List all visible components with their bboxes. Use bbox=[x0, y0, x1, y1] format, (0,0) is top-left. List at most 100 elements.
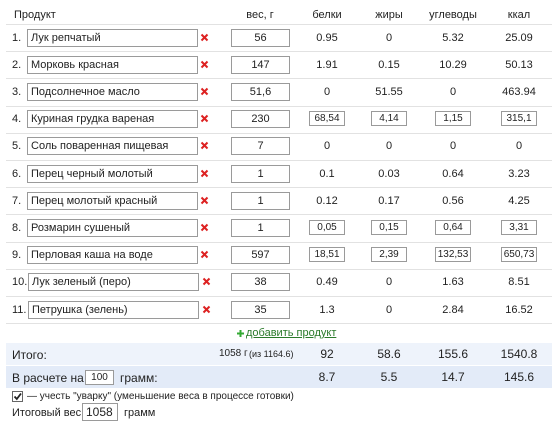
totals-kcal: 1540.8 bbox=[500, 347, 538, 361]
product-name-input[interactable]: Соль поваренная пищевая bbox=[27, 137, 198, 156]
final-weight-input[interactable]: 1058 bbox=[82, 403, 118, 421]
kcal-input[interactable]: 315,1 bbox=[501, 111, 537, 127]
protein-value: 0 bbox=[323, 86, 331, 98]
weight-input[interactable]: 230 bbox=[231, 110, 290, 129]
final-weight-label: Итоговый вес: bbox=[12, 407, 85, 419]
fat-input[interactable]: 4,14 bbox=[371, 111, 407, 127]
product-name-input[interactable]: Куриная грудка вареная bbox=[27, 110, 198, 129]
row-number: 8. bbox=[12, 222, 22, 234]
carbs-value: 0.56 bbox=[442, 194, 464, 207]
fat-value: 0.17 bbox=[378, 194, 400, 207]
product-name-input[interactable]: Морковь красная bbox=[27, 55, 198, 74]
row-number: 11. bbox=[12, 303, 27, 316]
kcal-input[interactable]: 3,31 bbox=[501, 220, 537, 235]
cross-icon bbox=[200, 87, 209, 96]
cross-icon bbox=[200, 33, 209, 41]
per-label: В расчете на bbox=[12, 371, 84, 385]
kcal-value: 8.51 bbox=[508, 276, 530, 289]
fat-value: 0 bbox=[385, 31, 393, 44]
carbs-value: 10.29 bbox=[439, 58, 467, 71]
carbs-input[interactable]: 0,64 bbox=[435, 220, 471, 235]
row-line bbox=[6, 160, 552, 161]
column-header: белки bbox=[312, 9, 342, 21]
add-icon bbox=[236, 329, 245, 338]
remove-button[interactable] bbox=[200, 250, 209, 259]
cross-icon bbox=[200, 60, 209, 69]
weight-input[interactable]: 7 bbox=[231, 137, 290, 156]
add-product-link[interactable]: добавить продукт bbox=[246, 327, 337, 340]
carbs-input[interactable]: 1,15 bbox=[435, 111, 471, 127]
kcal-input[interactable]: 650,73 bbox=[501, 247, 537, 263]
row-number: 10. bbox=[12, 276, 28, 289]
product-name-input[interactable]: Перловая каша на воде bbox=[27, 246, 198, 265]
weight-input[interactable]: 51,6 bbox=[231, 83, 290, 101]
remove-button[interactable] bbox=[200, 114, 209, 123]
protein-value: 0.95 bbox=[316, 31, 338, 44]
remove-button[interactable] bbox=[200, 223, 209, 232]
remove-button[interactable] bbox=[200, 33, 209, 42]
fat-value: 0.15 bbox=[378, 58, 400, 71]
kcal-value: 4.25 bbox=[508, 194, 530, 207]
protein-value: 0.12 bbox=[316, 194, 338, 207]
carbs-value: 1.63 bbox=[442, 276, 464, 289]
cross-icon bbox=[200, 114, 209, 123]
per-row-bg bbox=[6, 366, 552, 388]
remove-button[interactable] bbox=[202, 305, 211, 314]
row-number: 2. bbox=[12, 58, 22, 71]
product-name-input[interactable]: Подсолнечное масло bbox=[27, 83, 198, 101]
remove-button[interactable] bbox=[200, 169, 209, 178]
remove-button[interactable] bbox=[200, 60, 209, 69]
product-name-input[interactable]: Лук репчатый bbox=[27, 28, 198, 47]
remove-button[interactable] bbox=[200, 196, 209, 205]
carbs-value: 0 bbox=[449, 86, 457, 98]
column-header: жиры bbox=[375, 9, 403, 21]
per-amount-input[interactable]: 100 bbox=[85, 370, 114, 385]
weight-input[interactable]: 1 bbox=[231, 219, 290, 237]
product-name-input[interactable]: Перец молотый красный bbox=[27, 191, 198, 210]
product-name-input[interactable]: Перец черный молотый bbox=[27, 164, 198, 183]
weight-input[interactable]: 38 bbox=[231, 273, 290, 292]
product-name-input[interactable]: Петрушка (зелень) bbox=[28, 300, 199, 319]
protein-input[interactable]: 0,05 bbox=[309, 220, 345, 235]
product-name-input[interactable]: Лук зеленый (перо) bbox=[28, 273, 199, 292]
row-line bbox=[6, 187, 552, 189]
remove-button[interactable] bbox=[200, 87, 209, 96]
product-name-input[interactable]: Розмарин сушеный bbox=[27, 219, 198, 237]
boil-checkbox[interactable] bbox=[12, 391, 23, 402]
protein-value: 1.91 bbox=[316, 58, 338, 71]
row-number: 9. bbox=[12, 249, 22, 262]
carbs-value: 5.32 bbox=[442, 31, 464, 44]
cross-icon bbox=[200, 169, 209, 177]
carbs-input[interactable]: 132,53 bbox=[435, 247, 471, 263]
protein-value: 0.49 bbox=[316, 276, 338, 289]
weight-input[interactable]: 1 bbox=[231, 191, 290, 210]
weight-input[interactable]: 35 bbox=[231, 300, 290, 319]
row-line bbox=[6, 78, 552, 80]
column-header: вес, г bbox=[246, 9, 274, 21]
column-header: Продукт bbox=[14, 9, 56, 21]
kcal-value: 50.13 bbox=[505, 58, 533, 71]
cross-icon bbox=[202, 305, 211, 313]
weight-input[interactable]: 597 bbox=[231, 246, 290, 265]
protein-value: 0.1 bbox=[319, 167, 335, 180]
protein-input[interactable]: 18,51 bbox=[309, 247, 345, 263]
weight-input[interactable]: 56 bbox=[231, 28, 290, 47]
remove-button[interactable] bbox=[202, 277, 211, 286]
per-kcal: 145.6 bbox=[503, 370, 535, 384]
weight-input[interactable]: 147 bbox=[231, 55, 290, 74]
kcal-value: 463.94 bbox=[502, 86, 536, 98]
weight-input[interactable]: 1 bbox=[231, 164, 290, 183]
row-number: 4. bbox=[12, 113, 22, 126]
cross-icon bbox=[200, 223, 209, 232]
per-fat: 5.5 bbox=[380, 370, 398, 384]
fat-input[interactable]: 0,15 bbox=[371, 220, 407, 235]
fat-value: 0.03 bbox=[378, 167, 400, 180]
kcal-value: 3.23 bbox=[508, 167, 530, 180]
fat-input[interactable]: 2,39 bbox=[371, 247, 407, 263]
totals-label: Итого: bbox=[12, 348, 47, 362]
cross-icon bbox=[200, 196, 209, 205]
remove-button[interactable] bbox=[200, 141, 209, 150]
protein-input[interactable]: 68,54 bbox=[309, 111, 345, 127]
row-line bbox=[6, 323, 552, 325]
cross-icon bbox=[202, 278, 211, 286]
